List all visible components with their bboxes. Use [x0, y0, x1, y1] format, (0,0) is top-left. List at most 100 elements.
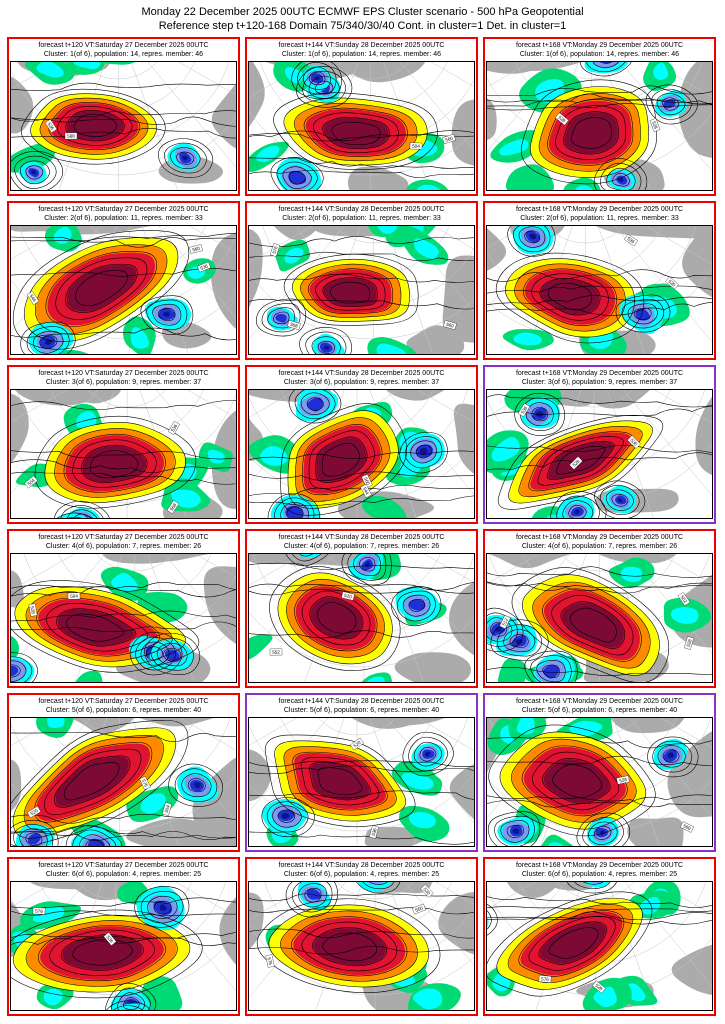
- svg-text:528: 528: [594, 982, 603, 991]
- panel-map-image: 536 520: [248, 716, 475, 847]
- svg-text:560: 560: [415, 905, 424, 913]
- panel-header: forecast t+144 VT:Sunday 28 December 202…: [247, 531, 476, 551]
- panel-header: forecast t+144 VT:Sunday 28 December 202…: [247, 39, 476, 59]
- panel-forecast-line: forecast t+168 VT:Monday 29 December 202…: [515, 370, 684, 378]
- page-title-line1: Monday 22 December 2025 00UTC ECMWF EPS …: [141, 6, 584, 18]
- panel-header: forecast t+168 VT:Monday 29 December 202…: [485, 695, 714, 715]
- panel-map-image: 520 536: [486, 224, 713, 355]
- panel-map-image: 528 528: [486, 60, 713, 191]
- panel-header: forecast t+120 VT:Saturday 27 December 2…: [9, 695, 238, 715]
- panel-map-image: 560 536 544: [10, 224, 237, 355]
- svg-text:528: 528: [557, 114, 566, 123]
- panel-cluster-line: Cluster: 4(of 6), population: 7, repres.…: [283, 543, 440, 551]
- panel-17: forecast t+144 VT:Sunday 28 December 202…: [245, 857, 478, 1017]
- panel-forecast-line: forecast t+144 VT:Sunday 28 December 202…: [278, 370, 445, 378]
- svg-text:576: 576: [267, 956, 274, 965]
- svg-text:576: 576: [272, 245, 279, 254]
- svg-text:520: 520: [344, 593, 353, 600]
- panel-forecast-line: forecast t+144 VT:Sunday 28 December 202…: [278, 42, 445, 50]
- panel-grid: forecast t+120 VT:Saturday 27 December 2…: [7, 37, 718, 1017]
- page-title-line2: Reference step t+120-168 Domain 75/340/3…: [158, 20, 567, 33]
- panel-8: forecast t+144 VT:Sunday 28 December 202…: [245, 365, 478, 525]
- svg-text:536: 536: [629, 437, 638, 446]
- panel-map-image: 528 560: [486, 716, 713, 847]
- svg-text:536: 536: [47, 121, 56, 131]
- panel-map-image: 504 568 536: [10, 388, 237, 519]
- panel-header: forecast t+120 VT:Saturday 27 December 2…: [9, 859, 238, 879]
- panel-7: forecast t+120 VT:Saturday 27 December 2…: [7, 365, 240, 525]
- panel-forecast-line: forecast t+168 VT:Monday 29 December 202…: [515, 698, 684, 706]
- panel-12: forecast t+168 VT:Monday 29 December 202…: [483, 529, 716, 689]
- svg-text:536: 536: [520, 405, 529, 415]
- svg-text:560: 560: [682, 823, 691, 831]
- svg-text:576: 576: [141, 778, 149, 787]
- panel-cluster-line: Cluster: 5(of 6), population: 6, repres.…: [45, 707, 202, 715]
- panel-forecast-line: forecast t+120 VT:Saturday 27 December 2…: [38, 370, 209, 378]
- panel-map-image: 568 576 560: [248, 224, 475, 355]
- svg-text:552: 552: [680, 594, 689, 604]
- panel-forecast-line: forecast t+168 VT:Monday 29 December 202…: [515, 862, 684, 870]
- svg-text:504: 504: [27, 477, 36, 486]
- panel-header: forecast t+120 VT:Saturday 27 December 2…: [9, 367, 238, 387]
- panel-forecast-line: forecast t+168 VT:Monday 29 December 202…: [515, 206, 684, 214]
- svg-text:528: 528: [572, 458, 581, 467]
- svg-text:528: 528: [619, 776, 628, 783]
- panel-forecast-line: forecast t+144 VT:Sunday 28 December 202…: [278, 206, 445, 214]
- panel-header: forecast t+120 VT:Saturday 27 December 2…: [9, 39, 238, 59]
- panel-forecast-line: forecast t+168 VT:Monday 29 December 202…: [515, 42, 684, 50]
- panel-cluster-line: Cluster: 5(of 6), population: 6, repres.…: [521, 707, 678, 715]
- panel-15: forecast t+168 VT:Monday 29 December 202…: [483, 693, 716, 853]
- panel-map-image: 512 528 552: [486, 552, 713, 683]
- svg-text:504: 504: [412, 143, 420, 148]
- panel-header: forecast t+120 VT:Saturday 27 December 2…: [9, 203, 238, 223]
- panel-3: forecast t+168 VT:Monday 29 December 202…: [483, 37, 716, 197]
- panel-forecast-line: forecast t+144 VT:Sunday 28 December 202…: [278, 534, 445, 542]
- panel-16: forecast t+120 VT:Saturday 27 December 2…: [7, 857, 240, 1017]
- panel-2: forecast t+144 VT:Sunday 28 December 202…: [245, 37, 478, 197]
- svg-text:560: 560: [192, 245, 201, 252]
- svg-text:576: 576: [35, 908, 43, 913]
- panel-map-image: 520 552: [248, 552, 475, 683]
- panel-forecast-line: forecast t+144 VT:Sunday 28 December 202…: [278, 862, 445, 870]
- panel-cluster-line: Cluster: 3(of 6), population: 9, repres.…: [45, 379, 202, 387]
- svg-text:536: 536: [170, 423, 178, 433]
- panel-cluster-line: Cluster: 2(of 6), population: 11, repres…: [520, 215, 679, 223]
- panel-cluster-line: Cluster: 3(of 6), population: 9, repres.…: [283, 379, 440, 387]
- panel-header: forecast t+168 VT:Monday 29 December 202…: [485, 531, 714, 551]
- panel-header: forecast t+144 VT:Sunday 28 December 202…: [247, 859, 476, 879]
- panel-forecast-line: forecast t+120 VT:Saturday 27 December 2…: [38, 698, 209, 706]
- panel-header: forecast t+168 VT:Monday 29 December 202…: [485, 859, 714, 879]
- svg-text:536: 536: [626, 236, 636, 245]
- panel-cluster-line: Cluster: 2(of 6), population: 11, repres…: [44, 215, 203, 223]
- svg-text:528: 528: [30, 605, 36, 614]
- panel-cluster-line: Cluster: 1(of 6), population: 14, repres…: [281, 51, 442, 59]
- panel-cluster-line: Cluster: 6(of 6), population: 4, repres.…: [45, 871, 202, 879]
- panel-18: forecast t+168 VT:Monday 29 December 202…: [483, 857, 716, 1017]
- panel-header: forecast t+120 VT:Saturday 27 December 2…: [9, 531, 238, 551]
- panel-map-image: 560 544: [248, 388, 475, 519]
- panel-header: forecast t+144 VT:Sunday 28 December 202…: [247, 695, 476, 715]
- panel-map-image: 504 560: [248, 60, 475, 191]
- page-title: Monday 22 December 2025 00UTC ECMWF EPS …: [0, 0, 725, 33]
- panel-forecast-line: forecast t+120 VT:Saturday 27 December 2…: [38, 206, 209, 214]
- panel-map-image: 504 576 520: [10, 716, 237, 847]
- panel-header: forecast t+168 VT:Monday 29 December 202…: [485, 39, 714, 59]
- panel-forecast-line: forecast t+120 VT:Saturday 27 December 2…: [38, 42, 209, 50]
- svg-text:520: 520: [30, 807, 40, 815]
- panel-cluster-line: Cluster: 5(of 6), population: 6, repres.…: [283, 707, 440, 715]
- panel-11: forecast t+144 VT:Sunday 28 December 202…: [245, 529, 478, 689]
- panel-forecast-line: forecast t+144 VT:Sunday 28 December 202…: [278, 698, 445, 706]
- panel-4: forecast t+120 VT:Saturday 27 December 2…: [7, 201, 240, 361]
- panel-forecast-line: forecast t+120 VT:Saturday 27 December 2…: [38, 534, 209, 542]
- panel-cluster-line: Cluster: 2(of 6), population: 11, repres…: [282, 215, 441, 223]
- panel-cluster-line: Cluster: 4(of 6), population: 7, repres.…: [45, 543, 202, 551]
- svg-text:536: 536: [371, 827, 378, 836]
- panel-13: forecast t+120 VT:Saturday 27 December 2…: [7, 693, 240, 853]
- panel-5: forecast t+144 VT:Sunday 28 December 202…: [245, 201, 478, 361]
- panel-cluster-line: Cluster: 1(of 6), population: 14, repres…: [519, 51, 680, 59]
- panel-cluster-line: Cluster: 6(of 6), population: 4, repres.…: [283, 871, 440, 879]
- svg-text:560: 560: [446, 321, 455, 328]
- panel-cluster-line: Cluster: 3(of 6), population: 9, repres.…: [521, 379, 678, 387]
- panel-header: forecast t+144 VT:Sunday 28 December 202…: [247, 203, 476, 223]
